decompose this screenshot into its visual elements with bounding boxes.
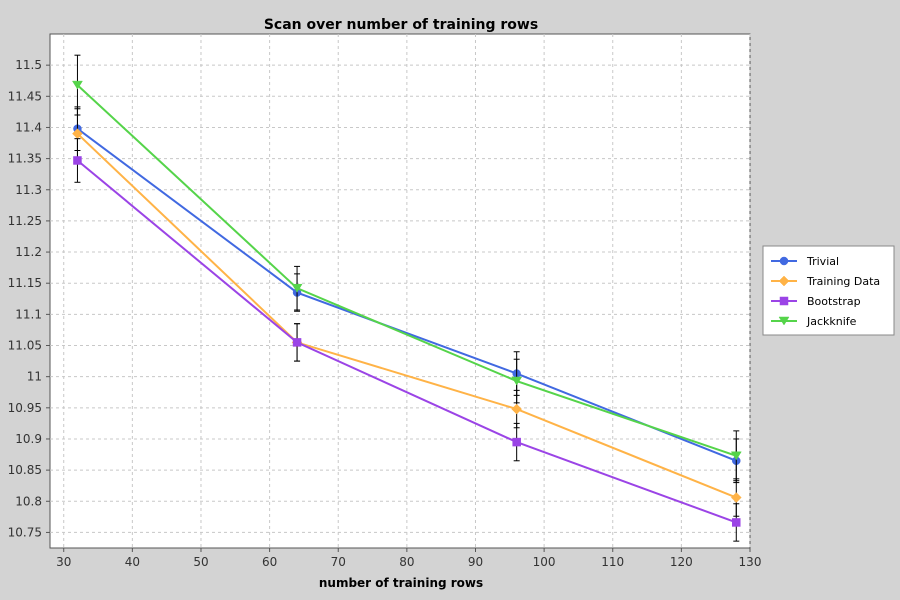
legend-item: Trivial	[771, 255, 839, 268]
legend: Trivial Training Data Bootstrap Jackknife	[762, 245, 895, 336]
chart-title: Scan over number of training rows	[264, 17, 538, 33]
legend-item: Jackknife	[771, 315, 857, 328]
y-tick-label: 10.75	[8, 525, 42, 539]
plot-area	[49, 33, 751, 549]
x-tick-label: 110	[601, 555, 624, 569]
data-point	[730, 451, 742, 461]
x-axis-label: number of training rows	[319, 576, 483, 590]
series-line	[76, 127, 737, 462]
grid	[50, 34, 751, 548]
x-tick-label: 100	[533, 555, 556, 569]
legend-label: Jackknife	[806, 315, 857, 328]
legend-swatch-marker	[779, 296, 789, 306]
y-tick-label: 10.85	[8, 463, 42, 477]
y-tick-label: 11	[27, 370, 42, 384]
data-point	[73, 156, 82, 165]
y-tick-label: 10.9	[15, 432, 42, 446]
y-tick-label: 10.95	[8, 401, 42, 415]
legend-item: Training Data	[771, 275, 880, 288]
x-tick-label: 50	[193, 555, 208, 569]
y-tick-label: 11.45	[8, 89, 42, 103]
y-tick-label: 11.25	[8, 214, 42, 228]
legend-swatch-marker	[779, 256, 789, 266]
data-point	[730, 492, 742, 503]
data-point	[732, 518, 741, 527]
data-point	[512, 437, 521, 447]
y-tick-label: 11.5	[15, 58, 42, 72]
legend-label: Training Data	[806, 275, 880, 288]
x-tick-label: 40	[125, 555, 140, 569]
legend-label: Bootstrap	[807, 295, 861, 308]
y-tick-label: 11.15	[8, 276, 42, 290]
axes: 30 40 50 60 70 80 90 100 110 120 130 10.75 10.8 10.85…	[8, 58, 762, 569]
data-point	[292, 338, 302, 347]
y-tick-label: 11.05	[8, 339, 42, 353]
x-tick-label: 70	[331, 555, 346, 569]
series-line	[76, 159, 737, 524]
y-tick-label: 11.2	[15, 245, 42, 259]
data-point	[511, 403, 523, 415]
x-tick-label: 60	[262, 555, 277, 569]
series-line	[76, 84, 737, 457]
y-tick-label: 11.3	[15, 183, 42, 197]
legend-swatch-marker	[778, 316, 790, 326]
y-tick-label: 11.1	[15, 307, 42, 321]
series-bootstrap	[73, 138, 741, 542]
y-tick-label: 10.8	[15, 494, 42, 508]
legend-swatch-marker	[778, 275, 790, 287]
x-tick-label: 120	[670, 555, 693, 569]
data-point	[291, 283, 303, 293]
x-tick-label: 80	[399, 555, 414, 569]
x-tick-label: 90	[468, 555, 483, 569]
legend-label: Trivial	[806, 255, 839, 268]
x-tick-label: 30	[56, 555, 71, 569]
y-tick-label: 11.35	[8, 152, 42, 166]
series-line	[76, 132, 737, 499]
legend-item: Bootstrap	[771, 295, 861, 308]
data-point	[71, 80, 83, 90]
x-tick-label: 130	[739, 555, 762, 569]
series-jackknife	[71, 54, 742, 482]
series-layer	[71, 54, 742, 542]
y-tick-label: 11.4	[15, 120, 42, 134]
data-point	[511, 376, 523, 386]
